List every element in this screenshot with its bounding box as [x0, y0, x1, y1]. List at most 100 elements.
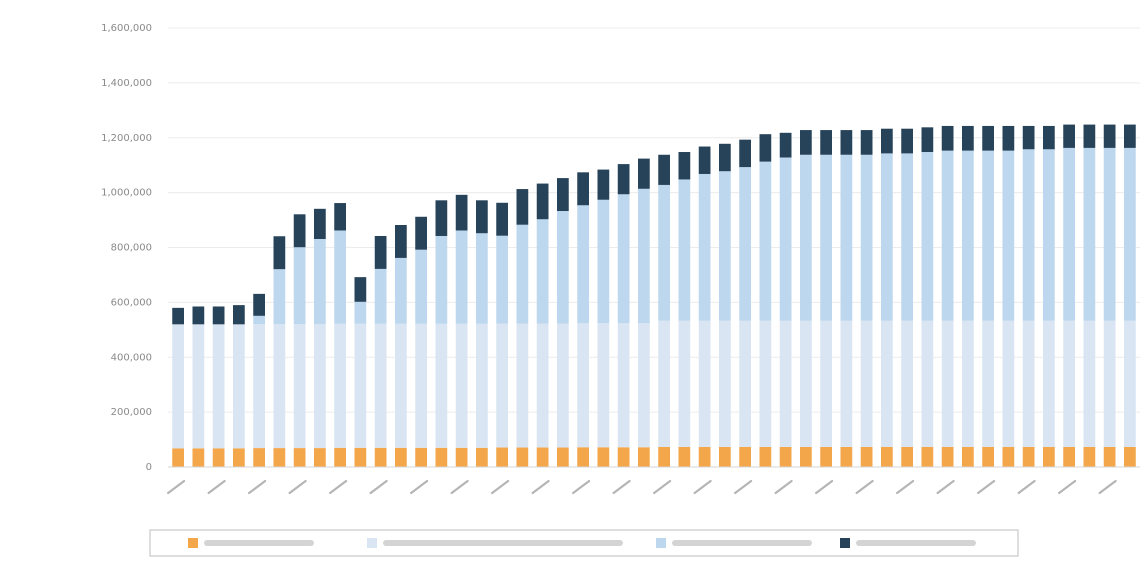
bar-segment-series-1 [1124, 446, 1136, 467]
y-tick-label: 1,000,000 [101, 188, 152, 199]
x-tick-mark [1098, 479, 1117, 495]
bar-segment-series-1 [962, 446, 974, 467]
bar-segment-series-4 [820, 130, 832, 155]
bar-segment-series-2 [617, 323, 630, 448]
bar-segment-series-1 [840, 446, 853, 467]
bar-segment-series-3 [1083, 147, 1096, 321]
bar-stack [415, 216, 427, 467]
bar-segment-series-1 [881, 446, 893, 467]
bar-segment-series-1 [1022, 446, 1035, 467]
x-tick-mark [369, 479, 388, 495]
bar-segment-series-4 [779, 132, 792, 158]
bar-stack [840, 130, 853, 467]
bar-segment-series-4 [638, 158, 650, 189]
bar-stack [395, 225, 407, 467]
bar-segment-series-4 [314, 208, 326, 239]
x-tick-mark [977, 479, 996, 495]
bar-stack [374, 235, 387, 467]
bar-segment-series-4 [273, 236, 286, 270]
bar-segment-series-1 [415, 447, 427, 467]
bar-segment-series-2 [212, 324, 225, 449]
bar-segment-series-1 [334, 447, 346, 467]
bar-segment-series-4 [719, 143, 731, 172]
bar-stack [719, 143, 731, 467]
legend-swatch-series-3 [656, 538, 666, 548]
bar-segment-series-3 [415, 249, 427, 324]
bar-stack [496, 202, 508, 467]
bar-segment-series-2 [1083, 320, 1096, 447]
bar-segment-series-2 [253, 324, 265, 449]
bar-segment-series-4 [840, 130, 853, 155]
x-tick-mark [774, 479, 793, 495]
bar-segment-series-4 [354, 277, 367, 302]
bar-segment-series-4 [192, 306, 205, 325]
bar-segment-series-3 [658, 184, 670, 321]
bar-stack [1124, 124, 1136, 467]
bar-segment-series-3 [1022, 149, 1035, 321]
x-tick-mark [653, 479, 672, 495]
bar-stack [455, 194, 468, 467]
bar-segment-series-2 [921, 320, 934, 447]
bar-segment-series-4 [881, 128, 893, 154]
bar-segment-series-1 [617, 447, 630, 467]
bar-segment-series-3 [982, 150, 994, 321]
bar-segment-series-2 [516, 323, 529, 448]
bar-stack [962, 125, 974, 467]
bar-segment-series-2 [1124, 320, 1136, 447]
bar-stack [557, 178, 569, 467]
bar-stack [253, 293, 265, 467]
bar-segment-series-1 [354, 447, 367, 467]
bar-segment-series-4 [577, 172, 589, 206]
bar-segment-series-3 [395, 257, 407, 324]
bar-stack [1002, 125, 1015, 467]
bar-segment-series-1 [374, 447, 387, 467]
bar-segment-series-1 [820, 446, 832, 467]
bar-stack [273, 236, 286, 467]
bar-stack [435, 200, 448, 467]
bar-stack [678, 152, 691, 467]
bar-segment-series-3 [759, 161, 772, 321]
bar-segment-series-3 [597, 199, 610, 324]
bar-segment-series-1 [516, 447, 529, 467]
bar-segment-series-2 [800, 320, 812, 447]
bar-segment-series-4 [941, 125, 954, 151]
bar-segment-series-3 [354, 301, 367, 324]
x-tick-mark [1017, 479, 1036, 495]
bar-segment-series-4 [759, 134, 772, 162]
bar-segment-series-1 [860, 446, 873, 467]
bar-stack [820, 130, 832, 467]
x-tick-mark [531, 479, 550, 495]
bar-segment-series-2 [840, 320, 853, 447]
bar-segment-series-1 [496, 447, 508, 467]
bar-stack [921, 127, 934, 467]
bar-segment-series-1 [941, 446, 954, 467]
bar-stack [860, 130, 873, 467]
bar-stack [314, 208, 326, 467]
bar-segment-series-1 [719, 446, 731, 467]
bar-segment-series-4 [1043, 125, 1055, 150]
bar-segment-series-1 [1002, 446, 1015, 467]
bar-segment-series-4 [597, 169, 610, 200]
y-tick-label: 1,600,000 [101, 23, 152, 34]
bar-segment-series-3 [638, 188, 650, 324]
bar-segment-series-3 [860, 154, 873, 321]
bar-segment-series-2 [577, 323, 589, 448]
bar-segment-series-4 [1083, 124, 1096, 148]
bar-segment-series-1 [800, 446, 812, 467]
legend-swatch-series-2 [367, 538, 377, 548]
bar-segment-series-3 [698, 173, 711, 321]
bar-segment-series-1 [536, 447, 549, 467]
bar-segment-series-2 [395, 323, 407, 448]
bar-segment-series-4 [395, 225, 407, 258]
bar-stack [577, 172, 589, 467]
bar-segment-series-1 [739, 446, 751, 467]
bar-segment-series-1 [638, 447, 650, 467]
bar-segment-series-4 [800, 130, 812, 155]
bar-segment-series-4 [536, 183, 549, 220]
bar-segment-series-3 [678, 179, 691, 321]
y-tick-label: 200,000 [111, 407, 152, 418]
bar-segment-series-4 [1124, 124, 1136, 148]
bar-segment-series-2 [415, 323, 427, 448]
legend-swatch-series-4 [840, 538, 850, 548]
